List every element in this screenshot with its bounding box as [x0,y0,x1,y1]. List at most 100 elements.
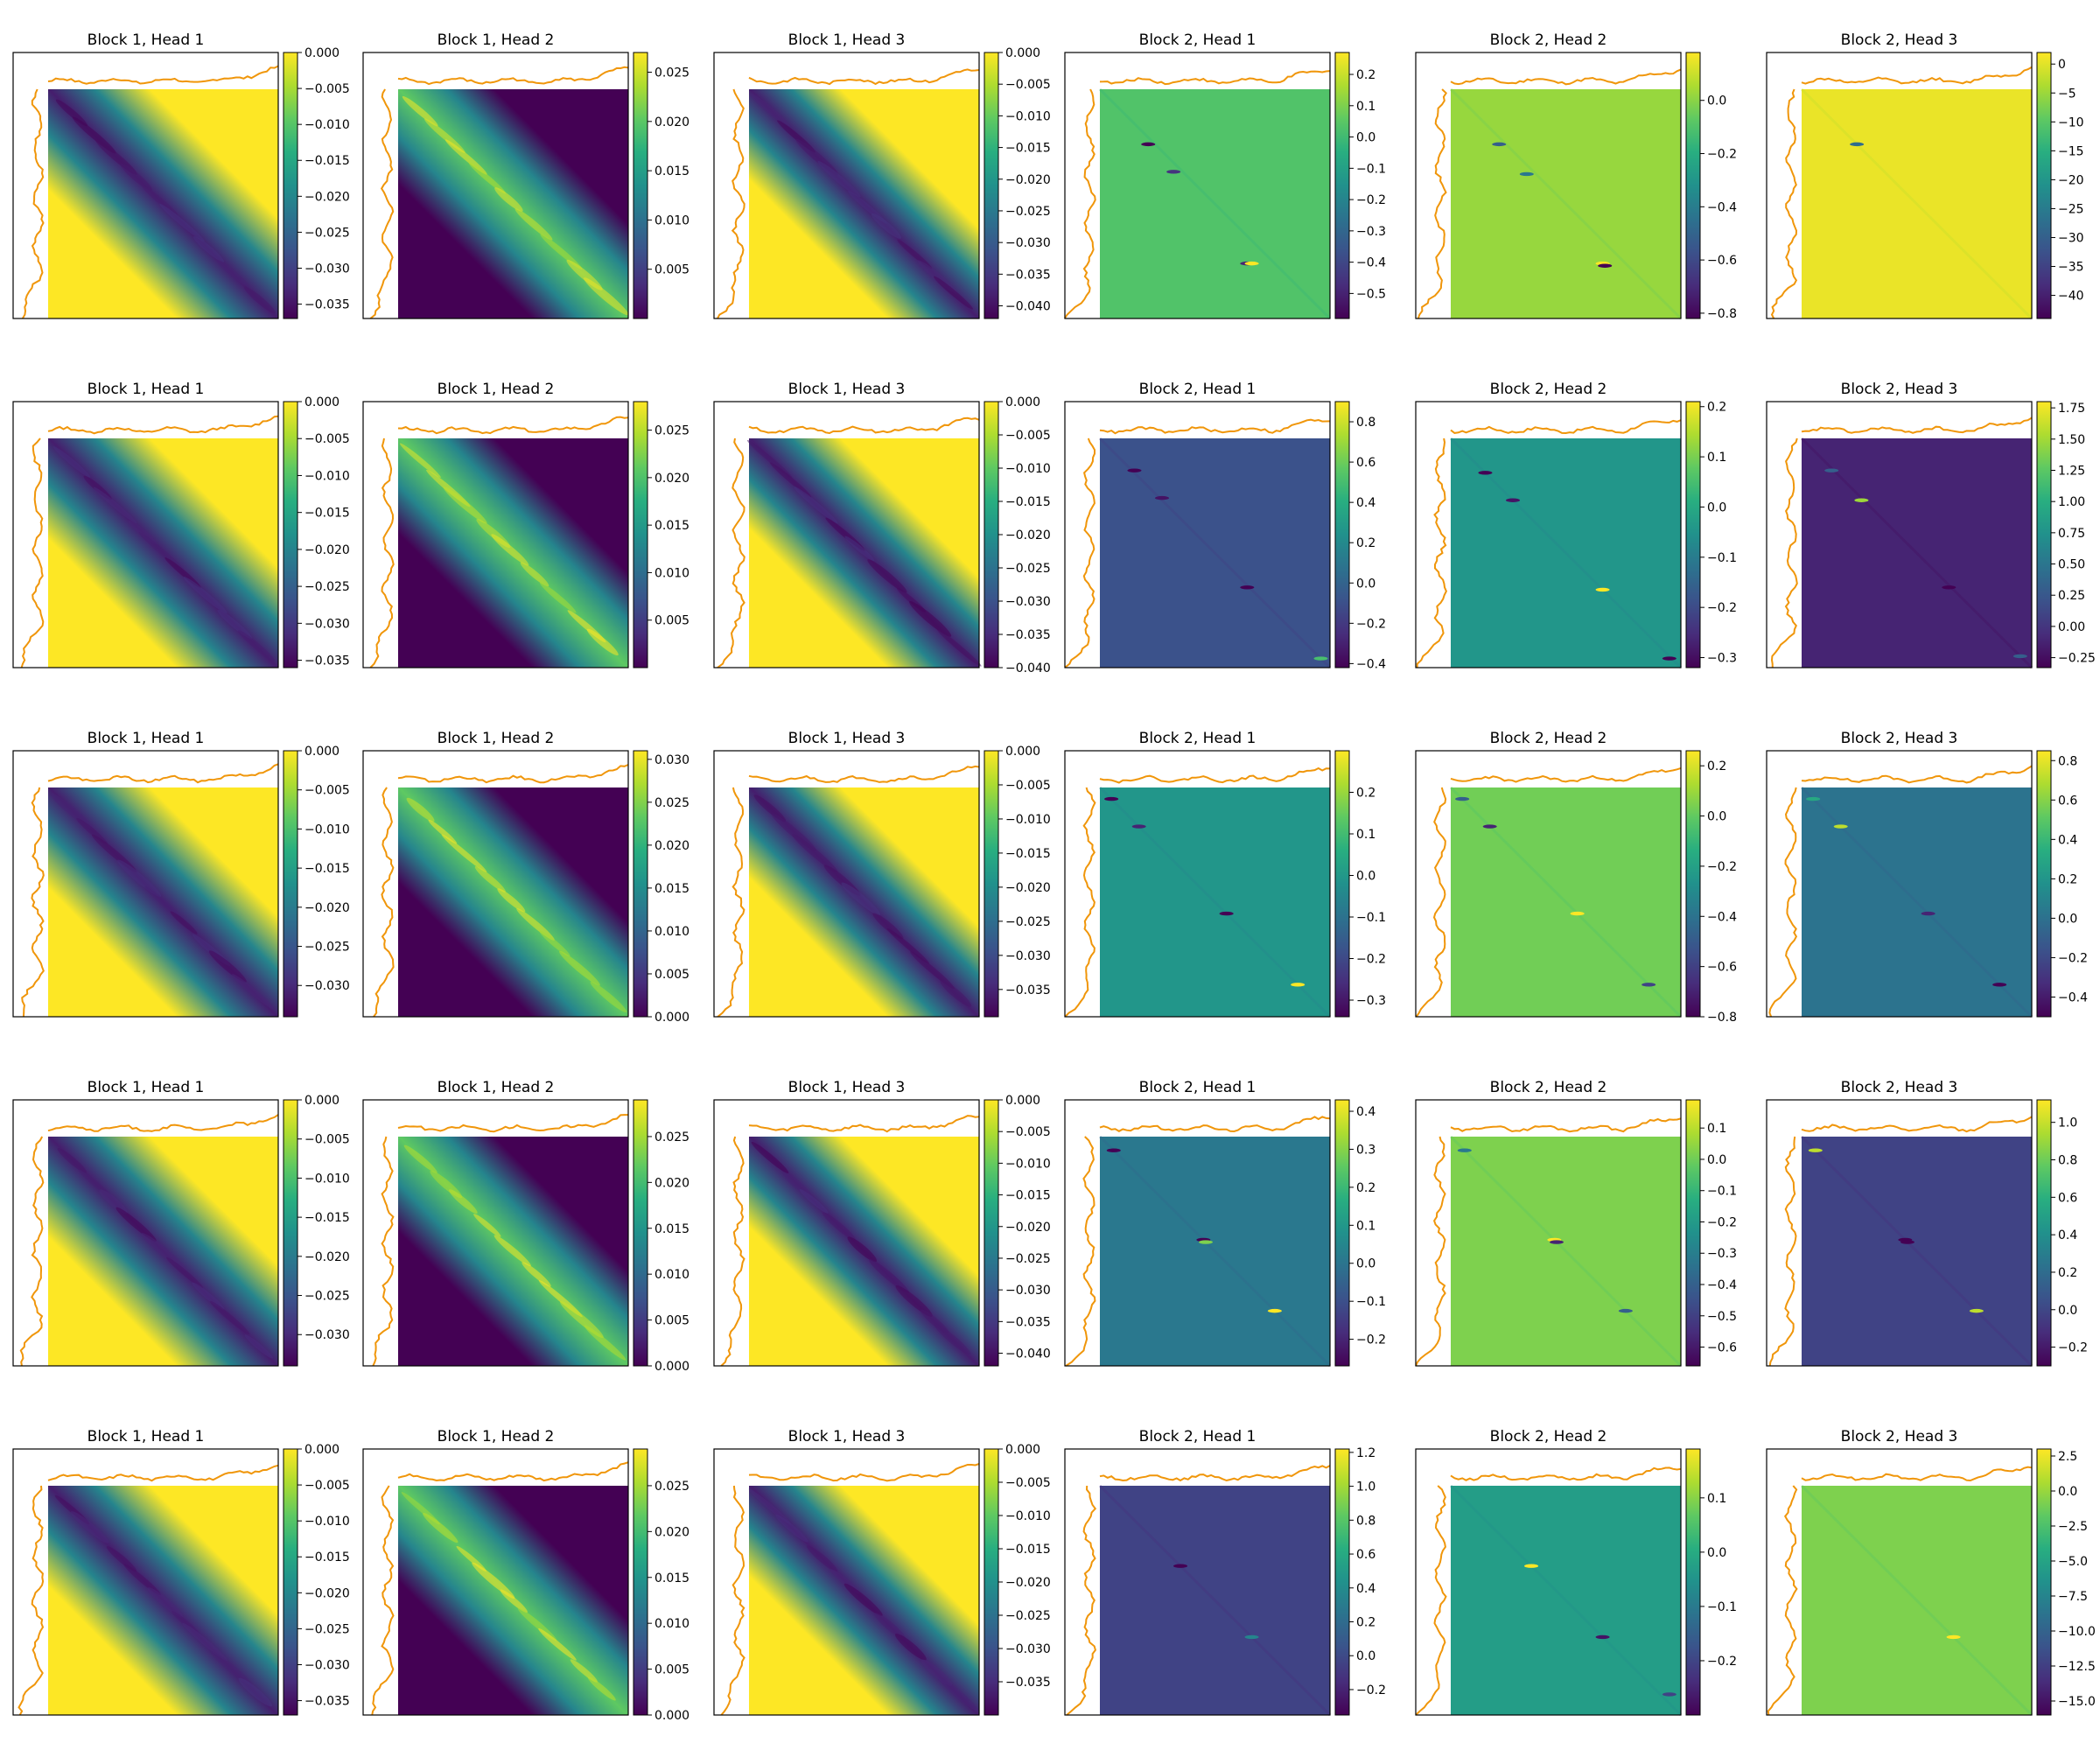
colorbar-tick-label: −0.025 [304,1290,350,1304]
band-streak [147,1587,183,1618]
colorbar-tick-label: −0.035 [1005,984,1051,998]
panel-title: Block 1, Head 2 [438,32,555,49]
colorbar-tick-label: 0.015 [654,1222,690,1236]
spike-spot [1854,498,1869,502]
top-profile-curve [397,764,629,784]
panel: Block 1, Head 1 0.000 −0.005 −0.010 −0.015 −0… [12,1079,350,1367]
spike-spot [1519,172,1534,177]
panel: Block 2, Head 2 0.1 0.0 −0.1 −0.2 −0.3 −0.4 −0.… [1415,1079,1737,1368]
colorbar-tick-label: −0.030 [1005,949,1051,963]
colorbar [984,1099,999,1367]
band-streak [208,950,247,983]
band-streak [872,913,904,940]
colorbar [283,1448,298,1716]
panel: Block 2, Head 3 1.75 1.50 1.25 1.00 0.75 0.50 0… [1766,381,2096,669]
colorbar-tick-label: 0.000 [304,745,340,759]
colorbar-tick-label: 0.4 [1356,1582,1376,1596]
panel-title: Block 2, Head 1 [1139,1428,1256,1446]
band-streak [120,164,152,191]
colorbar-tick-label: 0.015 [654,519,690,533]
colorbar-tick-label: −0.005 [304,1133,350,1147]
axes-frame [1064,401,1331,668]
top-profile-curve [397,1114,628,1133]
left-profile-curve [18,1485,45,1716]
colorbar-tick-label: −0.2 [1356,1684,1386,1698]
colorbar-tick-label: −0.25 [2058,652,2096,666]
left-profile-curve [373,787,395,1018]
spike-spot [1506,498,1521,502]
colorbar-tick-label: −0.025 [304,1622,350,1636]
heatmap-background [1100,438,1330,668]
band-streak [232,974,274,1010]
colorbar-tick-label: 0.020 [654,1176,690,1190]
colorbar-tick-label: −0.010 [1005,109,1051,123]
colorbar-tick-label: 0.005 [654,263,690,277]
spike-spot [1900,1240,1914,1244]
colorbar-tick-label: 0.025 [654,1130,690,1144]
left-profile-curve [372,1136,395,1367]
colorbar-tick-label: −0.005 [1005,1125,1051,1139]
colorbar-tick-label: −0.035 [304,654,350,668]
band-streak [516,907,555,941]
colorbar-tick-label: −0.025 [1005,1609,1051,1623]
band-streak [936,628,982,667]
diagonal-hint [1098,437,1332,669]
band-streak [117,859,162,897]
colorbar-tick-label: −0.025 [304,941,350,955]
band-streak [402,95,438,127]
axes-frame [1766,750,2033,1018]
band-streak [99,1189,128,1214]
spike-spot [1662,656,1676,661]
band-streak [559,1300,604,1339]
colorbar-tick-label: 0.030 [654,753,690,767]
heatmap-background [1100,89,1330,318]
colorbar-tick-label: −0.030 [304,1658,350,1672]
top-profile-curve [1450,1466,1682,1481]
panel-title: Block 1, Head 3 [788,730,906,747]
spike-spot [1570,911,1585,916]
colorbar-tick-label: 0.015 [654,1572,690,1586]
spike-spot [1992,983,2007,987]
band-streak [456,1545,486,1572]
colorbar-tick-label: 0.0 [1356,870,1376,884]
top-profile-curve [47,763,279,784]
colorbar-tick-label: 0.6 [1356,456,1376,470]
colorbar-tick-label: 0.3 [1356,1143,1376,1157]
panel: Block 1, Head 1 0.000 −0.005 −0.010 −0.015 −0… [12,1428,350,1716]
colorbar-tick-label: 0.8 [1356,1514,1376,1528]
axes-frame [362,750,629,1018]
band-streak [238,1677,273,1707]
colorbar-tick-label: −0.2 [2058,951,2088,965]
spike-spot [1155,495,1170,500]
colorbar-tick-label: −0.4 [2058,990,2088,1004]
band-streak [799,1188,829,1214]
colorbar-tick-label: −0.025 [304,580,350,594]
band-streak [94,486,137,524]
colorbar-tick-label: 0.000 [304,396,340,410]
band-streak [441,834,487,873]
spike-spot [1106,1148,1121,1152]
colorbar-tick-label: −0.035 [304,1695,350,1709]
colorbar-tick-label: 0.2 [1356,1181,1376,1195]
colorbar [283,401,298,668]
panel-title: Block 2, Head 3 [1841,730,1958,747]
band-streak [794,486,838,524]
colorbar-tick-label: 0.000 [1005,1094,1040,1108]
left-profile-curve [1768,1136,1797,1367]
colorbar-tick-label: −0.3 [1356,225,1386,239]
band-streak [159,203,205,242]
colorbar-tick-label: 0.2 [1356,536,1376,550]
diagonal-hint [1098,1484,1332,1717]
panel-title: Block 1, Head 1 [88,730,205,747]
spike-spot [1598,263,1613,268]
band-streak [748,1488,792,1525]
colorbar-tick-label: −0.2 [1707,601,1737,615]
spike-spot [1291,983,1306,987]
colorbar-tick-label: −0.4 [1707,200,1737,214]
band-streak [847,1236,878,1263]
colorbar-tick-label: −5 [2058,87,2076,101]
colorbar-tick-label: −0.1 [1356,1295,1386,1309]
band-streak [52,446,91,478]
diagonal-hint [1800,1135,2034,1368]
colorbar-tick-label: 1.0 [1356,1480,1376,1494]
